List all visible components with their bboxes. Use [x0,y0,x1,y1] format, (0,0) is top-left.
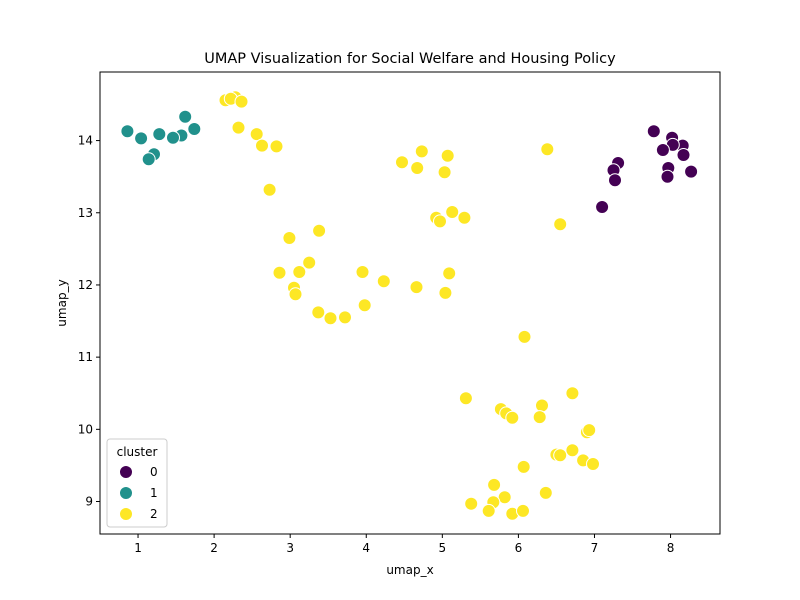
y-tick-label: 14 [78,134,93,148]
legend-marker-cluster-2 [119,507,133,521]
data-point-cluster-2 [249,127,264,142]
data-point-cluster-2 [272,265,287,280]
data-point-cluster-1 [166,130,180,145]
x-tick-label: 7 [591,541,599,555]
data-point-cluster-2 [497,490,512,505]
data-point-cluster-2 [410,161,425,175]
legend-items: 0 1 2 [119,465,158,521]
data-point-cluster-2 [323,311,338,326]
data-point-cluster-2 [553,217,568,232]
data-point-cluster-2 [438,285,453,300]
data-point-cluster-0 [595,200,610,214]
data-point-cluster-2 [414,144,429,159]
data-point-cluster-2 [458,391,473,406]
data-point-cluster-2 [442,266,457,281]
data-point-cluster-2 [538,485,553,500]
chart-title: UMAP Visualization for Social Welfare an… [204,51,616,67]
data-point-cluster-2 [231,120,246,135]
data-point-cluster-2 [532,410,547,425]
x-axis-label: umap_x [386,563,433,577]
legend-label-cluster-1: 1 [150,486,158,500]
legend-label-cluster-0: 0 [150,465,158,479]
y-tick-label: 12 [78,278,93,292]
x-tick-label: 5 [439,541,447,555]
legend: cluster 0 1 2 [106,438,168,528]
data-point-cluster-2 [440,148,455,163]
data-point-cluster-0 [660,169,675,184]
data-point-cluster-2 [269,139,284,154]
data-point-cluster-2 [505,410,520,425]
data-point-cluster-1 [120,124,135,139]
data-point-cluster-2 [445,205,460,219]
data-point-cluster-2 [312,223,327,238]
data-point-cluster-2 [255,138,269,153]
data-point-cluster-2 [282,231,297,245]
points-layer [120,90,699,521]
data-point-cluster-0 [684,164,699,179]
data-point-cluster-1 [141,152,156,167]
data-point-cluster-2 [487,477,502,492]
legend-title: cluster [117,445,158,459]
x-tick-label: 4 [362,541,370,555]
data-point-cluster-2 [516,459,531,474]
y-axis-ticks: 9 10 11 12 13 14 [78,134,100,509]
y-axis-label: umap_y [55,279,69,326]
plot-frame [99,71,721,535]
data-point-cluster-2 [540,142,555,157]
legend-marker-cluster-1 [119,486,133,500]
data-point-cluster-2 [565,386,580,401]
data-point-cluster-0 [655,143,670,157]
data-point-cluster-2 [357,298,372,313]
x-tick-label: 1 [134,541,142,555]
data-point-cluster-2 [433,214,447,229]
y-tick-label: 9 [85,495,93,509]
x-tick-label: 2 [210,541,218,555]
data-point-cluster-2 [535,398,549,413]
legend-marker-cluster-0 [119,465,133,479]
x-tick-label: 8 [667,541,675,555]
data-point-cluster-2 [262,182,277,197]
legend-label-cluster-2: 2 [150,507,158,521]
data-point-cluster-2 [409,280,424,295]
y-tick-label: 13 [78,206,93,220]
data-point-cluster-2 [464,496,479,511]
data-point-cluster-0 [676,148,691,162]
data-point-cluster-0 [608,173,622,188]
data-point-cluster-0 [646,124,661,139]
data-point-cluster-2 [292,265,307,279]
data-point-cluster-2 [376,274,391,289]
data-point-cluster-2 [586,457,600,471]
data-point-cluster-2 [437,165,452,180]
data-point-cluster-2 [302,255,317,270]
data-point-cluster-2 [553,448,568,463]
data-point-cluster-2 [234,94,249,109]
data-point-cluster-2 [395,155,409,170]
data-point-cluster-2 [288,287,303,302]
y-tick-label: 11 [78,350,93,364]
data-point-cluster-2 [355,265,370,279]
x-tick-label: 3 [286,541,294,555]
data-point-cluster-2 [338,310,352,325]
x-axis-ticks: 1 2 3 4 5 6 7 8 [134,534,674,555]
legend-box [106,438,168,528]
x-tick-label: 6 [515,541,523,555]
data-point-cluster-2 [517,329,532,344]
data-point-cluster-1 [134,131,149,146]
data-point-cluster-2 [582,423,597,438]
data-point-cluster-1 [187,122,202,136]
y-tick-label: 10 [78,422,93,436]
data-point-cluster-1 [152,127,167,142]
data-point-cluster-2 [565,443,580,458]
data-point-cluster-2 [481,503,496,518]
data-point-cluster-2 [516,503,530,518]
data-point-cluster-2 [457,210,472,225]
data-point-cluster-2 [311,305,326,320]
data-point-cluster-1 [178,109,193,124]
